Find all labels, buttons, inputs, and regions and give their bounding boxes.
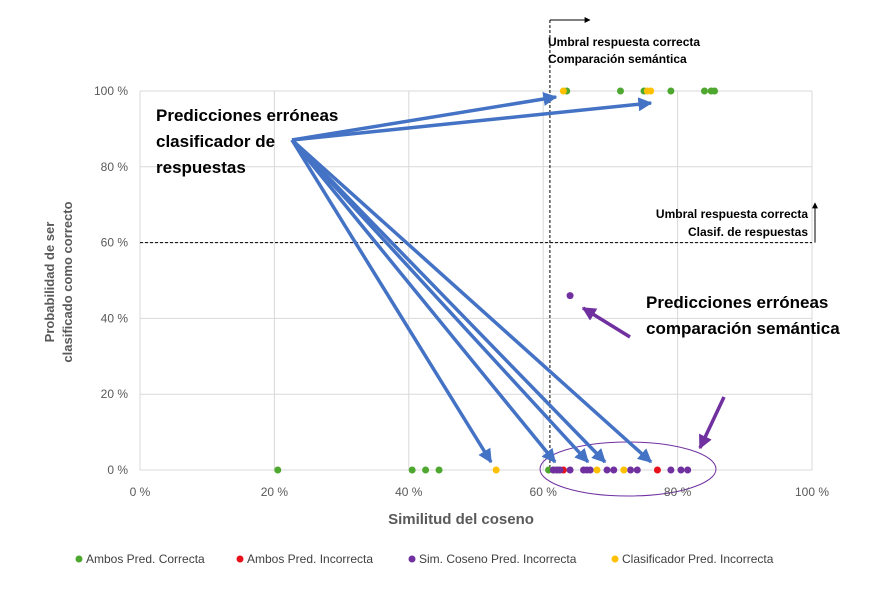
legend-label: Sim. Coseno Pred. Incorrecta	[419, 552, 577, 566]
data-points	[274, 87, 719, 474]
data-point	[566, 292, 574, 300]
legend: Ambos Pred. Correcta Ambos Pred. Incorrec…	[75, 552, 774, 566]
data-point	[684, 466, 692, 474]
data-point	[274, 466, 282, 474]
y-tick-label: 80 %	[101, 160, 129, 174]
y-tick-label: 40 %	[101, 311, 129, 325]
data-point	[559, 87, 567, 95]
callout-semantic-line-2: comparación semántica	[646, 319, 840, 338]
data-point	[556, 466, 564, 474]
legend-marker	[611, 555, 619, 563]
classifier-error-arrow	[290, 138, 607, 464]
classifier-error-arrow	[290, 138, 653, 464]
x-tick-label: 20 %	[261, 485, 289, 499]
callout-classifier-line-2: clasificador de	[156, 132, 275, 151]
data-point	[408, 466, 416, 474]
data-point	[610, 466, 618, 474]
data-point	[627, 466, 635, 474]
semantic-error-arrow	[698, 396, 726, 450]
data-point	[620, 466, 628, 474]
callout-classifier-line-3: respuestas	[156, 158, 246, 177]
data-point	[647, 87, 655, 95]
callout-classifier-errors: Predicciones erróneas clasificador de re…	[156, 106, 338, 177]
tick-labels: 0 % 20 % 40 % 60 % 80 % 100 % 0 % 20 % 40 % 60 % 8…	[94, 84, 829, 499]
data-point	[492, 466, 500, 474]
y-axis-title-line-1: Probabilidad de ser	[42, 222, 57, 343]
classifier-error-arrow	[291, 92, 558, 142]
classifier-error-arrow	[290, 138, 557, 464]
threshold-classifier-line-2: Clasif. de respuestas	[688, 225, 808, 239]
data-point	[677, 466, 685, 474]
threshold-label-semantic: Umbral respuesta correcta Comparación se…	[548, 35, 700, 66]
callout-semantic-line-1: Predicciones erróneas	[646, 293, 828, 312]
data-point	[633, 466, 641, 474]
classifier-error-arrow	[291, 97, 653, 142]
legend-marker	[75, 555, 83, 563]
data-point	[566, 466, 574, 474]
legend-marker	[236, 555, 244, 563]
threshold-semantic-line-2: Comparación semántica	[548, 52, 687, 66]
threshold-semantic-line-1: Umbral respuesta correcta	[548, 35, 700, 49]
data-point	[653, 466, 661, 474]
y-axis-title-line-2: clasificado como correcto	[60, 201, 75, 362]
data-point	[422, 466, 430, 474]
legend-label: Ambos Pred. Correcta	[86, 552, 205, 566]
data-point	[667, 87, 675, 95]
classifier-error-arrow	[290, 139, 493, 464]
x-tick-label: 40 %	[395, 485, 423, 499]
x-tick-label: 80 %	[664, 485, 692, 499]
y-tick-label: 100 %	[94, 84, 128, 98]
data-point	[593, 466, 601, 474]
annotation-arrows	[290, 92, 726, 464]
classifier-error-arrow	[290, 138, 590, 464]
legend-marker	[408, 555, 416, 563]
semantic-error-arrow	[581, 306, 631, 339]
data-point	[586, 466, 594, 474]
x-tick-label: 60 %	[530, 485, 558, 499]
threshold-classifier-line-1: Umbral respuesta correcta	[656, 207, 808, 221]
threshold-layer	[140, 17, 818, 470]
x-axis-title: Similitud del coseno	[388, 511, 534, 528]
callout-classifier-line-1: Predicciones erróneas	[156, 106, 338, 125]
legend-label: Ambos Pred. Incorrecta	[247, 552, 373, 566]
y-tick-label: 0 %	[107, 463, 128, 477]
x-tick-label: 0 %	[130, 485, 151, 499]
data-point	[435, 466, 443, 474]
y-axis-title: Probabilidad de ser clasificado como cor…	[42, 201, 75, 362]
y-tick-label: 20 %	[101, 387, 129, 401]
y-tick-label: 60 %	[101, 236, 129, 250]
data-point	[667, 466, 675, 474]
callout-semantic-errors: Predicciones erróneas comparación semánt…	[646, 293, 840, 338]
x-tick-label: 100 %	[795, 485, 829, 499]
data-point	[616, 87, 624, 95]
data-point	[603, 466, 611, 474]
legend-label: Clasificador Pred. Incorrecta	[622, 552, 774, 566]
threshold-label-classifier: Umbral respuesta correcta Clasif. de res…	[656, 207, 808, 239]
data-point	[711, 87, 719, 95]
data-point	[700, 87, 708, 95]
